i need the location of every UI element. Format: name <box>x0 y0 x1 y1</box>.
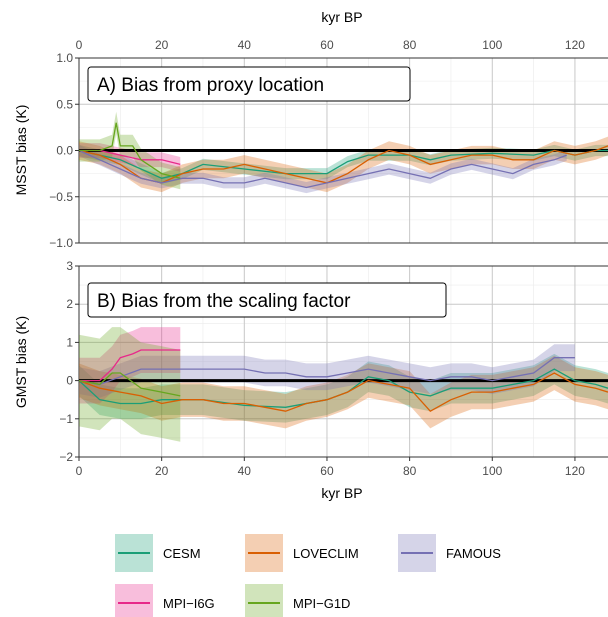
y-tick-label: 1.0 <box>56 51 73 65</box>
series-line <box>78 372 181 397</box>
series-line <box>78 145 608 184</box>
top-x-tick-label: 20 <box>155 38 169 52</box>
panel-a-lines <box>78 122 608 189</box>
top-x-tick-label: 0 <box>76 38 83 52</box>
legend-label: MPI−G1D <box>293 596 350 611</box>
y-tick-label: 1 <box>66 335 73 349</box>
bottom-x-tick-label: 80 <box>403 464 417 478</box>
panel-b-y-axis-title: GMST bias (K) <box>13 316 29 408</box>
bottom-x-ticks: 0 20 40 60 80 100 120 <box>76 457 585 478</box>
panel-a-y-axis-title: MSST bias (K) <box>13 105 29 196</box>
panel-b: 3 2 1 0 −1 −2 GMST bias (K) B) Bias from the … <box>13 259 608 464</box>
top-x-tick-label: 40 <box>238 38 252 52</box>
series-line <box>78 368 608 408</box>
panel-a: 1.0 0.5 0.0 −0.5 −1.0 MSST bias (K) A) Bias … <box>13 51 608 250</box>
series-line <box>78 372 608 413</box>
panel-b-label: B) Bias from the scaling factor <box>97 291 351 312</box>
legend-key <box>115 584 153 617</box>
top-x-tick-label: 120 <box>565 38 585 52</box>
legend: CESM LOVECLIM FAMOUS MPI−I6G MPI−G1D <box>115 534 501 617</box>
series-line <box>78 357 575 386</box>
bottom-x-tick-label: 100 <box>482 464 502 478</box>
y-tick-label: −0.5 <box>49 190 73 204</box>
bottom-x-tick-label: 60 <box>320 464 334 478</box>
y-tick-label: 3 <box>66 259 73 273</box>
panel-a-y-ticks: 1.0 0.5 0.0 −0.5 −1.0 <box>49 51 79 250</box>
bottom-x-tick-label: 0 <box>76 464 83 478</box>
uncertainty-band <box>79 355 608 429</box>
uncertainty-band <box>79 327 181 404</box>
y-tick-label: 0 <box>66 374 73 388</box>
y-tick-label: −2 <box>59 450 73 464</box>
legend-label: MPI−I6G <box>163 596 215 611</box>
panel-a-label-box <box>87 66 411 102</box>
legend-label: LOVECLIM <box>293 546 359 561</box>
bottom-x-tick-label: 120 <box>565 464 585 478</box>
legend-label: FAMOUS <box>446 546 501 561</box>
uncertainty-band <box>79 344 575 398</box>
top-x-tick-label: 100 <box>482 38 502 52</box>
y-tick-label: −1 <box>59 412 73 426</box>
panel-b-y-ticks: 3 2 1 0 −1 −2 <box>59 259 79 464</box>
bottom-x-axis-title: kyr BP <box>321 485 362 501</box>
top-x-tick-label: 80 <box>403 38 417 52</box>
legend-label: CESM <box>163 546 201 561</box>
top-x-axis-title: kyr BP <box>321 9 362 25</box>
top-x-tick-label: 60 <box>320 38 334 52</box>
uncertainty-band <box>79 353 608 423</box>
panel-b-lines <box>78 349 608 413</box>
uncertainty-band <box>79 327 181 442</box>
legend-key <box>245 584 283 617</box>
panel-a-label: A) Bias from proxy location <box>97 75 324 96</box>
series-line <box>79 122 181 179</box>
panel-b-bands <box>79 327 608 442</box>
panel-b-label-box <box>87 282 447 318</box>
y-tick-label: −1.0 <box>49 236 73 250</box>
y-tick-label: 0.0 <box>56 144 73 158</box>
series-line <box>79 349 181 382</box>
series-line <box>78 149 567 189</box>
uncertainty-band <box>79 144 567 194</box>
y-tick-label: 2 <box>66 297 73 311</box>
y-tick-label: 0.5 <box>56 97 73 111</box>
series-line <box>78 149 608 179</box>
bottom-x-tick-label: 40 <box>238 464 252 478</box>
bottom-x-tick-label: 20 <box>155 464 169 478</box>
